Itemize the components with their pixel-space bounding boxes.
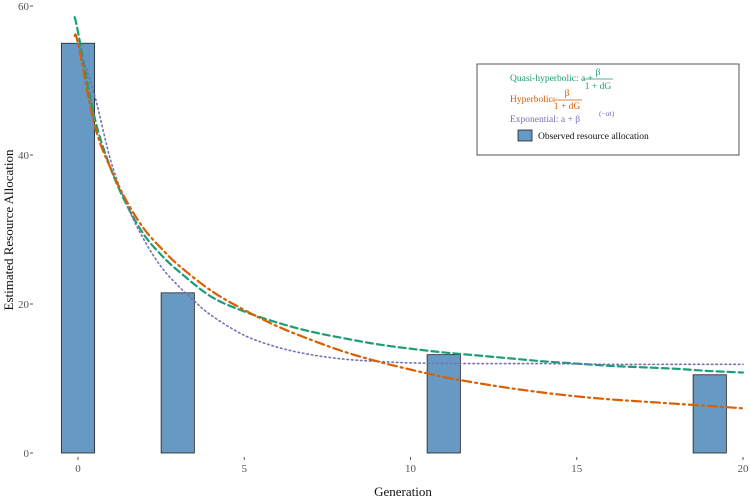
series-line-exponential [77,42,744,366]
y-tick-label: 0 [24,448,30,460]
y-tick-label: 60 [18,1,30,13]
legend: Quasi-hyperbolic: a + β 1 + dG Hyperboli… [476,63,740,156]
bar-generation-3 [160,292,195,454]
x-axis-title: Generation [374,484,432,498]
legend-exponential-label: Exponential: a + β [510,115,580,125]
x-tick-label: 10 [405,463,417,475]
bars-layer [60,42,727,454]
x-tick-label: 15 [571,463,583,475]
y-axis-title: Estimated Resource Allocation [1,149,16,311]
curves-layer [73,16,745,410]
x-tick-label: 20 [738,463,750,475]
legend-hyperbolic-numerator: β [565,89,570,99]
legend-quasi-hyperbolic-label: Quasi-hyperbolic: a + [510,74,593,84]
legend-item-hyperbolic: Hyperbolic: β 1 + dG [510,89,582,112]
x-tick-label: 5 [242,463,248,475]
legend-bar-label: Observed resource allocation [538,132,649,142]
legend-item-exponential: Exponential: a + β (−αt) [510,109,615,125]
legend-hyperbolic-denominator: 1 + dG [554,102,581,112]
bar-generation-19 [692,374,727,454]
axes-layer: 0 20 40 60 0 5 10 15 20 [18,1,749,475]
legend-bar-swatch [517,129,533,142]
series-line-hyperbolic [73,33,745,410]
y-tick-label: 20 [18,299,30,311]
y-tick-label: 40 [18,150,30,162]
legend-item-quasi-hyperbolic: Quasi-hyperbolic: a + β 1 + dG [510,68,613,92]
legend-exponential-exponent: (−αt) [599,109,615,118]
bar-generation-0 [60,42,96,454]
bar-generation-11 [426,354,461,454]
legend-quasi-hyperbolic-denominator: 1 + dG [585,82,612,92]
x-tick-label: 0 [75,463,81,475]
legend-hyperbolic-label: Hyperbolic: [510,95,555,105]
legend-quasi-hyperbolic-numerator: β [596,68,601,78]
legend-item-observed: Observed resource allocation [517,129,649,142]
